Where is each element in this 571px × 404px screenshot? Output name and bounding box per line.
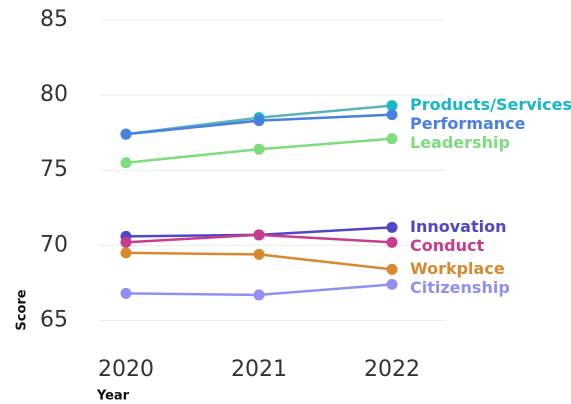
point [120, 247, 132, 259]
point [253, 248, 265, 260]
point [253, 289, 265, 301]
y-tick-label: 80 [40, 82, 68, 107]
series-label: Conduct [410, 236, 484, 255]
y-tick-label: 70 [40, 232, 68, 257]
point [386, 236, 398, 248]
y-tick-label: 85 [40, 7, 68, 32]
y-tick-label: 65 [40, 307, 68, 332]
series-label: Products/Services [410, 95, 571, 114]
point [120, 157, 132, 169]
point [386, 100, 398, 112]
x-tick-label: 2022 [364, 357, 420, 382]
x-tick-label: 2021 [231, 357, 287, 382]
y-axis-label: Score [15, 289, 30, 330]
point [120, 128, 132, 140]
point [386, 263, 398, 275]
series-label: Leadership [410, 133, 510, 152]
series-label: Performance [410, 114, 526, 133]
point [120, 236, 132, 248]
x-axis-label: Year [96, 389, 130, 404]
point [386, 109, 398, 121]
y-tick-label: 75 [40, 157, 68, 182]
point [386, 133, 398, 145]
point [386, 278, 398, 290]
x-tick-label: 2020 [98, 357, 154, 382]
series-label: Workplace [410, 259, 505, 278]
point [253, 229, 265, 241]
series-label: Innovation [410, 217, 506, 236]
point [253, 115, 265, 127]
point [386, 221, 398, 233]
point [120, 287, 132, 299]
series-label: Citizenship [410, 278, 510, 297]
point [253, 143, 265, 155]
